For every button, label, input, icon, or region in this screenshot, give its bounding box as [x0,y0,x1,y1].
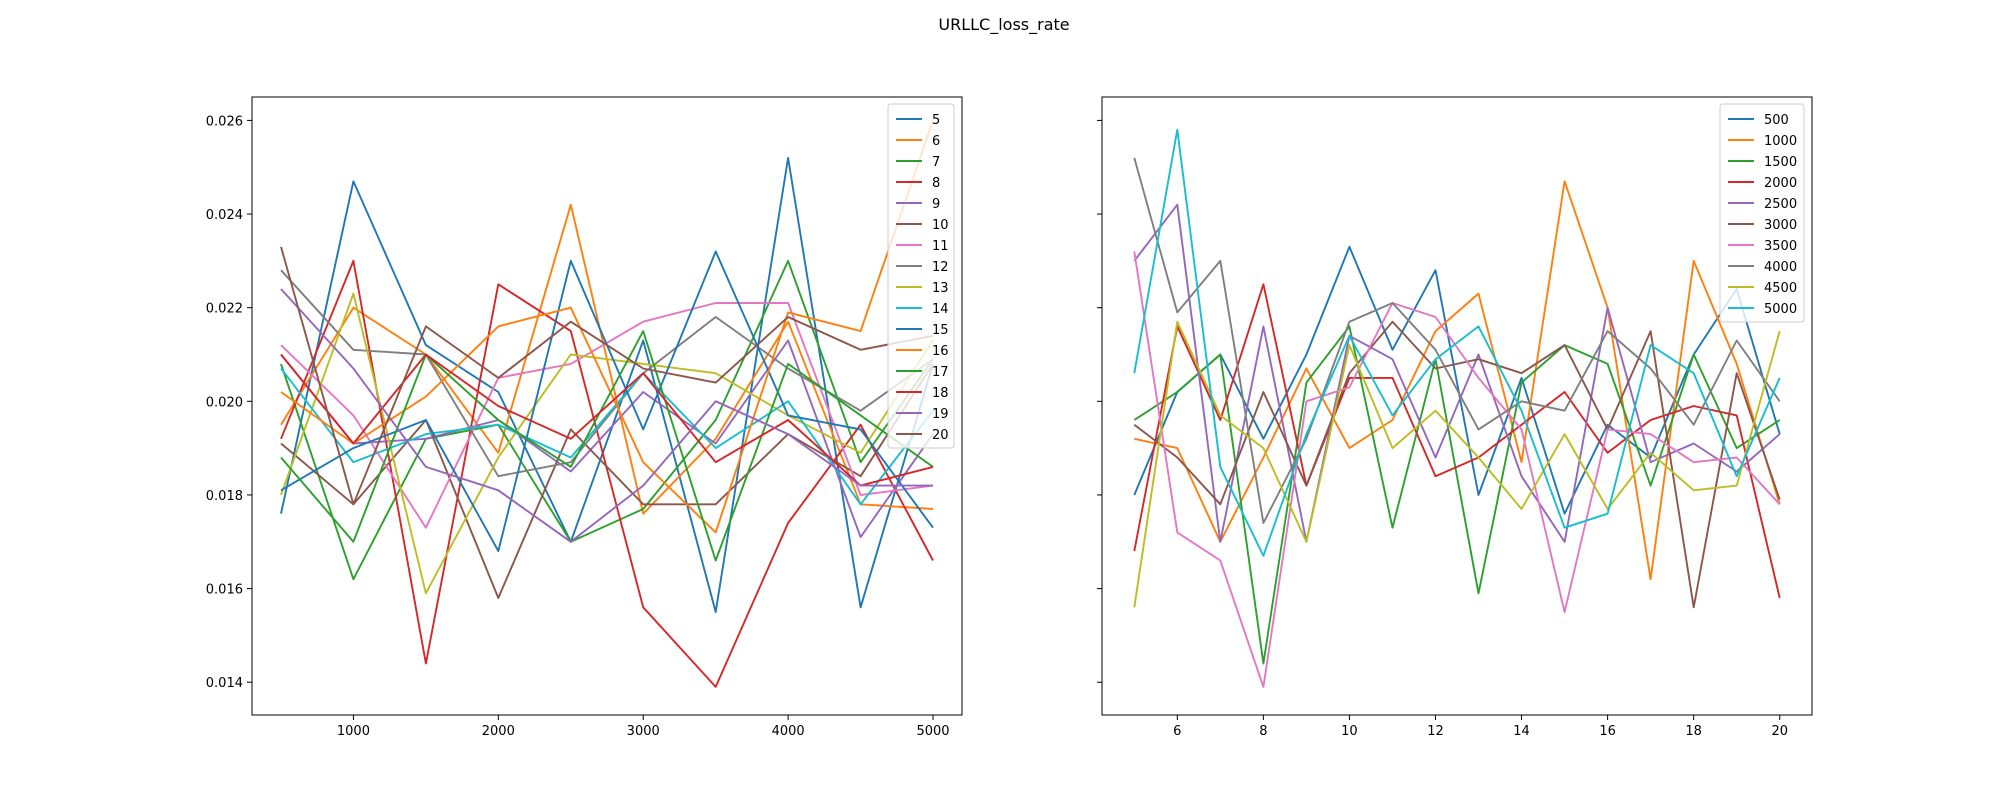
x-tick-label: 16 [1599,724,1616,739]
legend-label: 3500 [1764,239,1797,254]
legend-label: 16 [932,344,949,359]
legend-label: 14 [932,302,949,317]
series-line-3500 [1133,251,1781,688]
series-line-14 [280,367,934,506]
legend-label: 5000 [1764,302,1797,317]
series-line-2500 [1133,203,1781,543]
right-chart: 6 8 10 12 14 16 18 20 500 1000 1500 2000 2500 3000 350… [1097,96,1813,739]
series-line-1500 [1133,325,1781,665]
legend-label: 9 [932,197,940,212]
legend-label: 17 [932,365,949,380]
y-tick-label: 0.022 [206,302,243,317]
y-tick-label: 0.026 [206,114,243,129]
series-line-13 [280,292,934,595]
x-tick-label: 3000 [627,724,660,739]
x-tick-label: 12 [1427,724,1444,739]
y-tick-label: 0.020 [206,395,243,410]
x-tick-label: 2000 [482,724,515,739]
series-line-2000 [1133,283,1781,599]
legend-label: 1000 [1764,134,1797,149]
legend: 5 6 7 8 9 10 11 12 13 14 15 16 17 18 19 20 [887,103,955,449]
y-tick-label: 0.018 [206,489,243,504]
series-line-18 [280,353,934,487]
series-line-4000 [1133,157,1781,524]
legend-label: 3000 [1764,218,1797,233]
legend-label: 7 [932,155,940,170]
figure-title: URLLC_loss_rate [938,15,1069,35]
series-line-4500 [1133,320,1781,608]
x-tick-label: 18 [1685,724,1702,739]
y-tick-label: 0.014 [206,676,243,691]
x-tick-label: 4000 [772,724,805,739]
x-tick-label: 1000 [337,724,370,739]
legend-label: 2000 [1764,176,1797,191]
legend-label: 2500 [1764,197,1797,212]
series-line-17 [280,330,934,562]
series-line-7 [280,259,934,581]
series-line-3000 [1133,320,1781,609]
series-line-5 [280,156,934,613]
axes-frame [251,96,963,716]
x-tick-label: 14 [1513,724,1530,739]
series-line-20 [280,246,934,506]
legend-label: 4500 [1764,281,1797,296]
legend-label: 19 [932,407,949,422]
legend-label: 10 [932,218,949,233]
legend-label: 5 [932,113,940,128]
legend-label: 4000 [1764,260,1797,275]
x-tick-label: 10 [1341,724,1358,739]
axes-frame [1101,96,1813,716]
series-line-5000 [1133,128,1781,557]
legend-label: 11 [932,239,949,254]
legend-label: 20 [932,428,949,443]
legend-box [1719,103,1805,323]
legend-label: 6 [932,134,940,149]
x-tick-label: 6 [1173,724,1181,739]
x-tick-label: 20 [1771,724,1788,739]
legend-label: 15 [932,323,949,338]
legend-label: 12 [932,260,949,275]
series-line-10 [280,363,934,599]
legend-label: 1500 [1764,155,1797,170]
legend-box [887,103,955,449]
left-chart: 1000 2000 3000 4000 5000 0.014 0.016 0.018 0.020… [206,96,963,739]
legend-label: 13 [932,281,949,296]
x-tick-label: 8 [1259,724,1267,739]
legend-label: 18 [932,386,949,401]
legend-label: 500 [1764,113,1789,128]
y-tick-label: 0.016 [206,583,243,598]
y-tick-label: 0.024 [206,208,243,223]
series-line-16 [280,120,934,534]
legend-label: 8 [932,176,940,191]
legend: 500 1000 1500 2000 2500 3000 3500 4000 4500 5000 [1719,103,1805,323]
x-tick-label: 5000 [916,724,949,739]
